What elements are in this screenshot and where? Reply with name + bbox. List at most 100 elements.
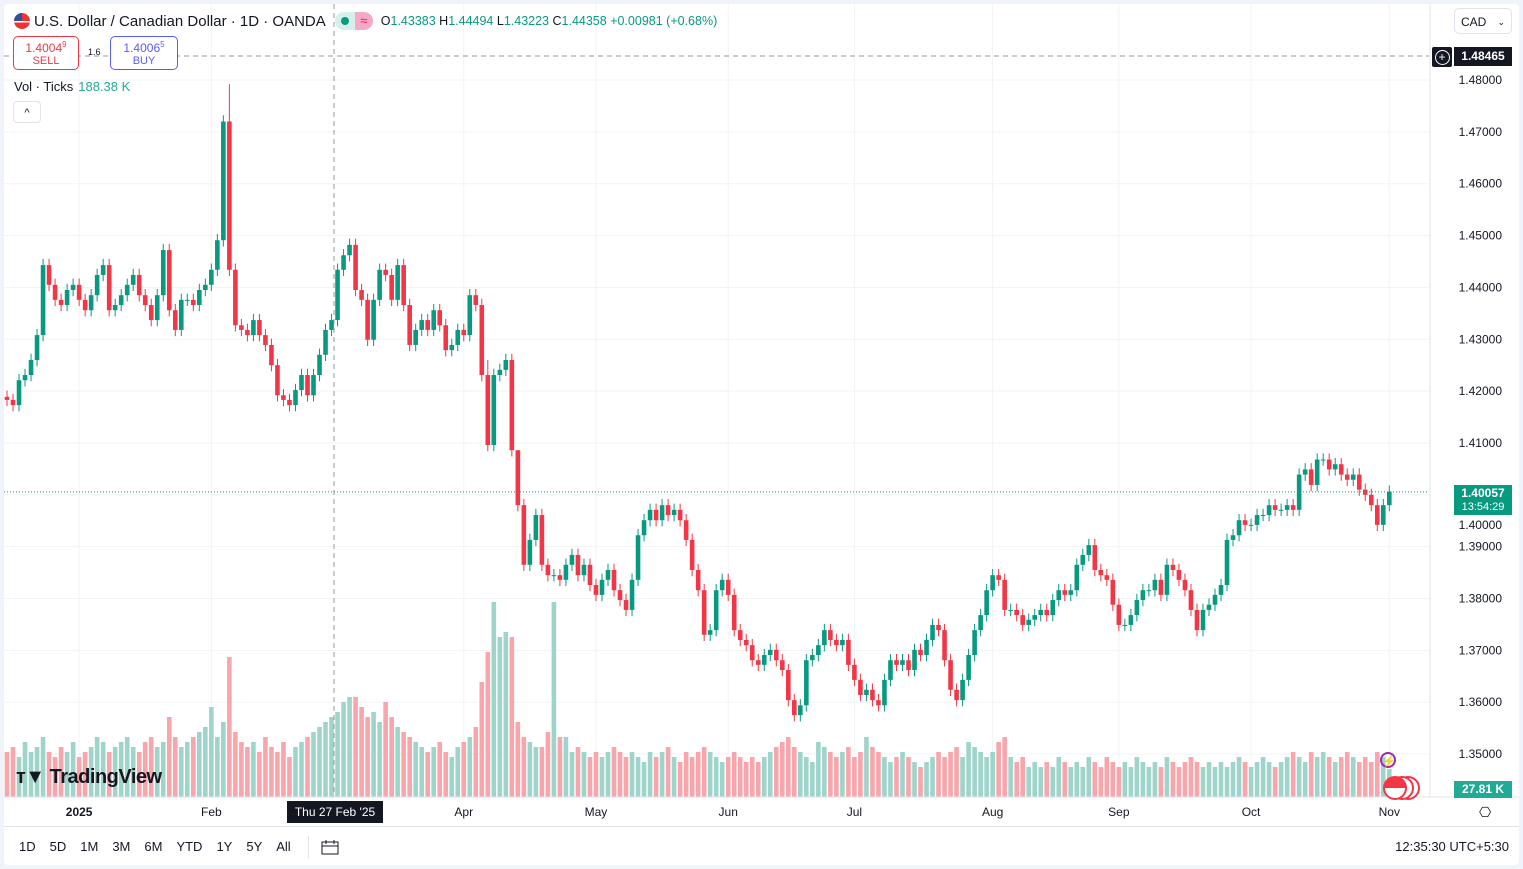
candle-body: [876, 700, 881, 706]
clock-timezone[interactable]: 12:35:30 UTC+5:30: [1395, 839, 1509, 854]
volume-bar: [918, 767, 923, 797]
calendar-icon[interactable]: [307, 835, 339, 858]
candle-body: [118, 295, 124, 306]
candle-body: [82, 299, 88, 311]
price-tick-label: 1.35000: [1459, 747, 1503, 761]
tradingview-logo[interactable]: ᴛ▼ TradingView: [16, 766, 162, 788]
candle-body: [1134, 600, 1140, 616]
market-status[interactable]: ≈: [334, 12, 373, 30]
settings-icon[interactable]: ⎔: [1479, 804, 1492, 820]
symbol-title[interactable]: U.S. Dollar / Canadian Dollar · 1D · OAN…: [34, 12, 326, 30]
add-alert-plus-button[interactable]: +: [1432, 47, 1452, 67]
candle-body: [840, 639, 845, 646]
volume-bar: [419, 747, 424, 797]
low-value: 1.43223: [503, 14, 550, 28]
volume-bar: [46, 752, 52, 797]
volume-bar: [635, 757, 641, 797]
candle-body: [755, 660, 761, 665]
candle-body: [389, 274, 394, 300]
volume-bar: [671, 757, 677, 797]
candle-body: [852, 664, 857, 680]
candle-body: [407, 305, 412, 345]
candle-body: [659, 505, 665, 521]
candle-body: [527, 539, 533, 565]
volume-bar: [293, 747, 298, 797]
range-ytd[interactable]: YTD: [176, 839, 203, 854]
volume-bar: [569, 752, 575, 797]
volume-bar: [425, 752, 430, 797]
candle-body: [575, 554, 581, 576]
candle-body: [906, 660, 911, 671]
price-chart[interactable]: 1.48000 1.47000 1.46000 1.45000 1.44000 1.430…: [4, 4, 1519, 826]
range-all[interactable]: All: [276, 839, 291, 854]
volume-bar: [305, 737, 310, 797]
volume-bar: [1362, 757, 1368, 797]
volume-bar: [239, 742, 244, 797]
candle-body: [94, 274, 100, 296]
volume-bar: [1224, 767, 1230, 797]
candle-body: [605, 569, 611, 580]
range-1m[interactable]: 1M: [80, 839, 99, 854]
volume-bar: [1356, 762, 1362, 797]
candle-body: [449, 344, 455, 351]
volume-bar: [178, 747, 184, 797]
volume-bar: [786, 737, 791, 797]
candle-body: [1272, 505, 1278, 510]
candle-body: [948, 660, 953, 690]
volume-bar: [996, 742, 1001, 797]
time-tick-label: Oct: [1242, 805, 1261, 819]
candle-body: [1212, 594, 1218, 605]
range-6m[interactable]: 6M: [144, 839, 163, 854]
volume-bar: [1134, 757, 1140, 797]
price-axis[interactable]: 1.48000 1.47000 1.46000 1.45000 1.44000 1.430…: [1459, 73, 1503, 761]
range-5y[interactable]: 5Y: [246, 839, 263, 854]
candles: [4, 84, 1392, 722]
collapse-legend-button[interactable]: ^: [13, 101, 41, 123]
price-tick-label: 1.39000: [1459, 540, 1503, 554]
volume-bar: [335, 712, 340, 797]
candle-body: [816, 645, 821, 656]
volume-bar: [804, 757, 809, 797]
buy-button[interactable]: 1.40065 BUY: [110, 36, 178, 70]
lightning-event-icon[interactable]: ⚡: [1380, 752, 1396, 768]
volume-legend[interactable]: Vol · Ticks 188.38 K: [14, 79, 131, 94]
candle-body: [1182, 579, 1188, 591]
volume-bar: [130, 747, 136, 797]
candle-body: [52, 284, 58, 300]
us-flag-event-icon[interactable]: [1383, 776, 1407, 800]
volume-bar: [773, 747, 779, 797]
candle-body: [323, 329, 328, 355]
candle-body: [1038, 609, 1044, 616]
candle-body: [1104, 575, 1110, 580]
time-axis[interactable]: 2025 Feb Apr May Jun Jul Aug Sep Oct Nov: [66, 805, 1400, 819]
candle-body: [539, 515, 545, 565]
volume-bar: [1020, 757, 1025, 797]
candle-body: [130, 274, 136, 285]
range-1y[interactable]: 1Y: [216, 839, 233, 854]
time-tick-label: Sep: [1108, 805, 1130, 819]
sell-button[interactable]: 1.40049 SELL: [13, 36, 79, 70]
volume-bar: [1170, 762, 1176, 797]
crosshair-date-label: Thu 27 Feb '25: [287, 801, 383, 823]
volume-bar: [227, 657, 232, 797]
candle-body: [611, 569, 617, 591]
volume-bar: [1188, 757, 1194, 797]
volume-bar: [1152, 762, 1158, 797]
candle-body: [76, 284, 82, 300]
currency-select[interactable]: CAD ⌄: [1454, 8, 1512, 34]
range-1d[interactable]: 1D: [19, 839, 36, 854]
range-5d[interactable]: 5D: [49, 839, 67, 854]
volume-bar: [653, 757, 659, 797]
candle-body: [912, 649, 917, 671]
candle-body: [972, 630, 977, 656]
candle-body: [160, 250, 166, 296]
volume-bar: [882, 757, 887, 797]
volume-bar: [761, 757, 767, 797]
range-3m[interactable]: 3M: [112, 839, 131, 854]
volume-bar: [437, 742, 443, 797]
candle-body: [1284, 505, 1290, 510]
volume-bar: [1056, 757, 1062, 797]
price-tick-label: 1.42000: [1459, 384, 1503, 398]
volume-bar: [185, 742, 190, 797]
candle-body: [593, 585, 599, 595]
